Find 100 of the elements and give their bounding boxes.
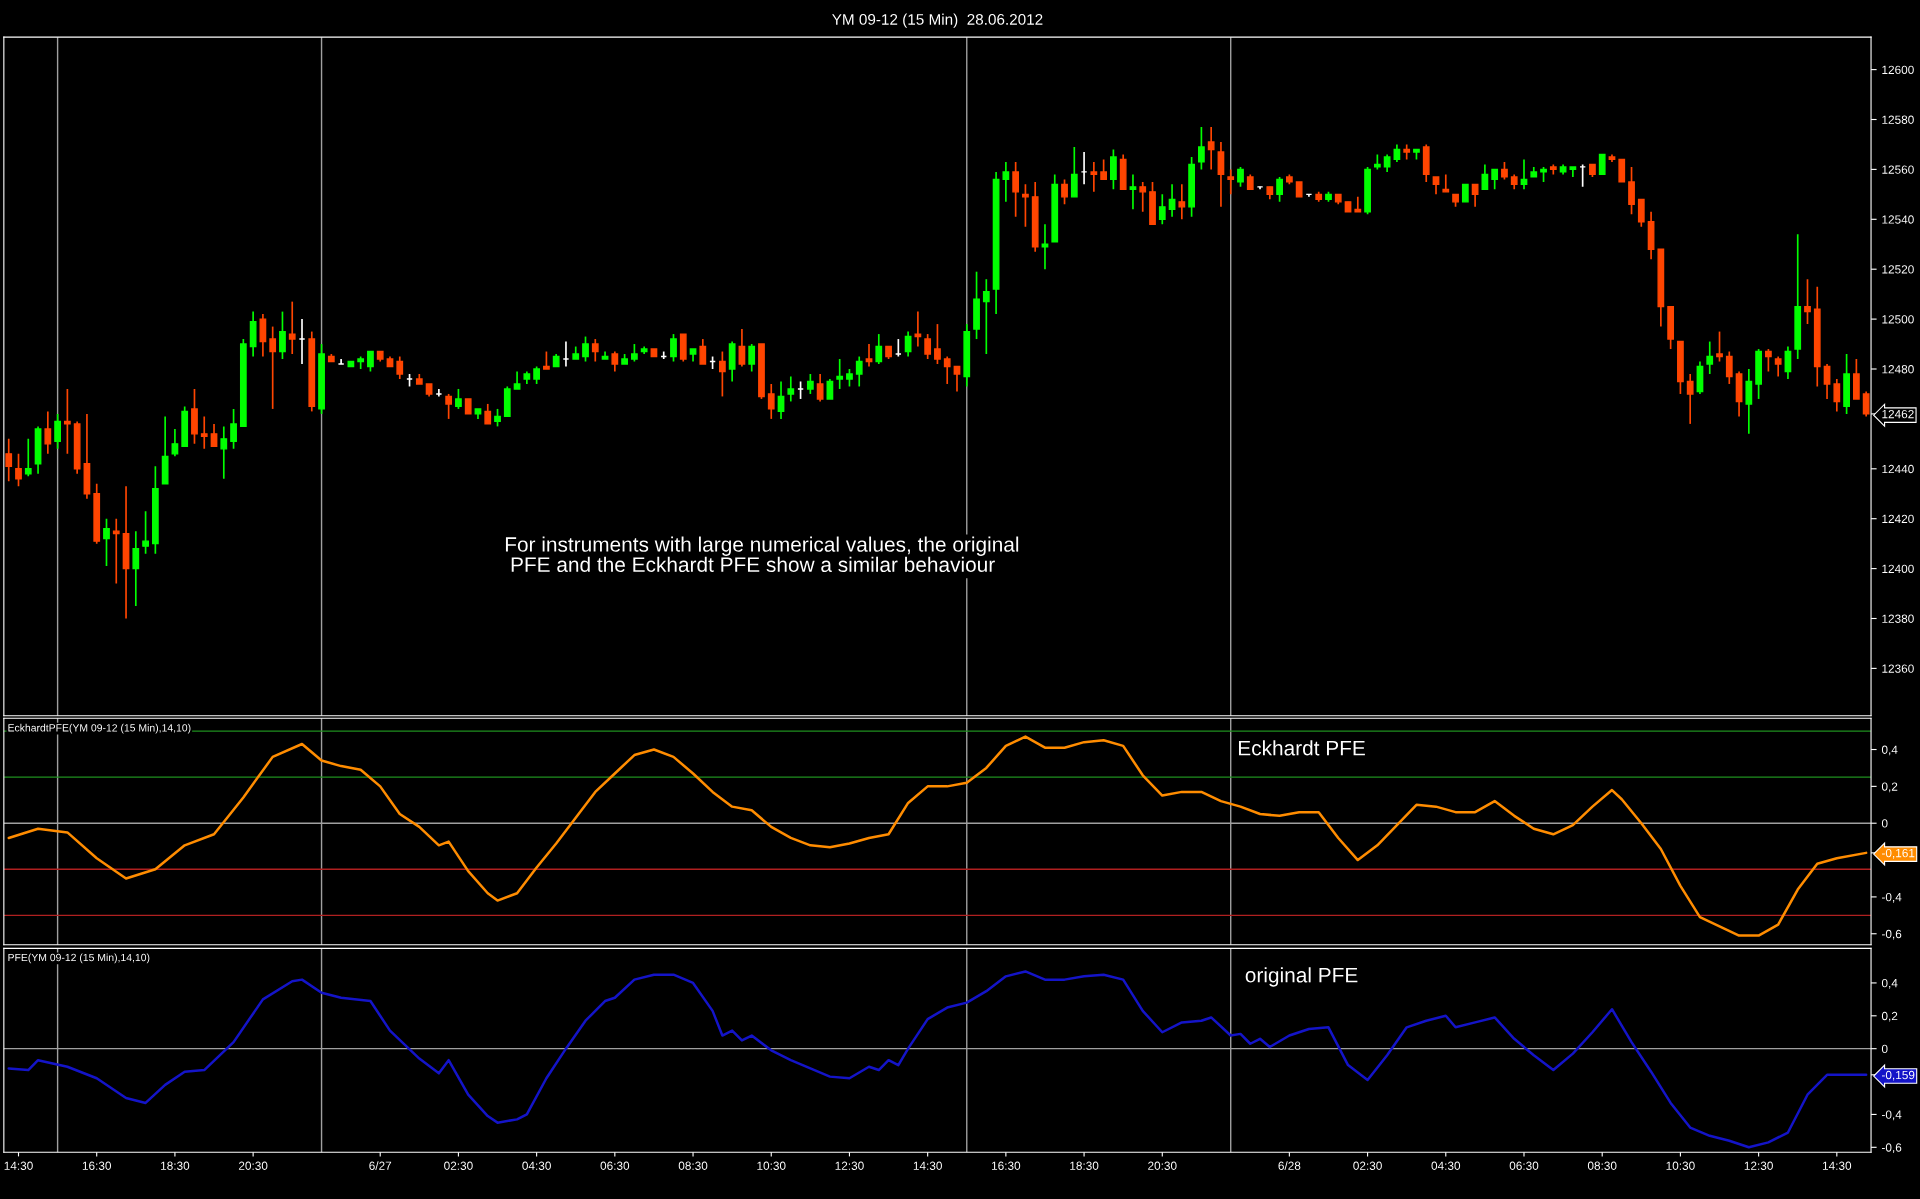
candlestick: [1686, 373, 1694, 425]
candlestick: [855, 355, 863, 388]
candlestick: [826, 378, 834, 400]
x-tick-label: 18:30: [161, 1161, 190, 1170]
y-tick-label: 12400: [1882, 564, 1914, 573]
y-tick-label: 12462: [1882, 409, 1914, 419]
candlestick: [670, 333, 677, 363]
candlestick: [259, 313, 267, 358]
candlestick: [865, 343, 873, 368]
y-tick-label: 0: [1881, 819, 1888, 828]
x-tick-label: 14:30: [913, 1161, 942, 1170]
candlestick: [924, 333, 932, 360]
candlestick: [1158, 193, 1166, 226]
candlestick: [1100, 158, 1108, 181]
candlestick: [1237, 166, 1244, 188]
candlestick: [288, 300, 296, 355]
y-tick-label: -0,6: [1881, 929, 1902, 940]
candlestick: [1442, 173, 1450, 193]
y-tick-label: 12600: [1882, 65, 1914, 74]
y-tick-label: 12560: [1882, 165, 1914, 174]
candlestick: [934, 323, 941, 365]
candlestick: [1706, 340, 1714, 375]
x-tick-label: 20:30: [238, 1161, 268, 1170]
x-tick-label: 20:30: [1148, 1161, 1177, 1170]
candlestick: [445, 393, 453, 420]
candlestick: [1090, 161, 1098, 193]
y-tick-label: -0,161: [1881, 848, 1915, 859]
y-tick-label: 0: [1881, 1044, 1888, 1054]
candlestick: [484, 403, 492, 425]
candlestick: [220, 425, 228, 480]
candlestick: [1217, 141, 1225, 208]
candlestick: [103, 517, 110, 567]
candlestick: [1745, 368, 1753, 435]
candlestick: [943, 355, 951, 385]
candlestick: [591, 338, 599, 363]
candlestick: [1765, 348, 1772, 373]
chart-title: YM 09-12 (15 Min) 28.06.2012: [832, 13, 1043, 28]
y-tick-label: 12500: [1882, 315, 1914, 324]
annotation: Eckhardt PFE: [1239, 740, 1365, 756]
candlestick: [1227, 168, 1235, 196]
candlestick: [1354, 196, 1362, 213]
y-tick-label: 12580: [1882, 115, 1914, 124]
candlestick: [1804, 278, 1811, 325]
y-tick-label: 0,2: [1881, 782, 1898, 793]
annotation: original PFE: [1245, 967, 1358, 987]
candlestick: [611, 350, 619, 373]
x-tick-label: 6/28: [1278, 1161, 1301, 1170]
x-tick-label: 06:30: [1509, 1161, 1539, 1170]
x-tick-label: 06:30: [600, 1161, 630, 1170]
candlestick: [1862, 390, 1870, 418]
candlestick: [748, 343, 756, 373]
candlestick: [699, 338, 707, 365]
candlestick: [1178, 183, 1186, 221]
candlestick: [142, 510, 149, 555]
candlestick: [171, 428, 179, 458]
candlestick: [953, 365, 961, 393]
x-tick-label: 18:30: [1070, 1161, 1099, 1170]
candlestick: [718, 350, 726, 398]
y-tick-label: -0,6: [1881, 1143, 1902, 1154]
y-tick-label: 12520: [1882, 265, 1914, 274]
x-tick-label: 10:30: [757, 1161, 786, 1170]
text: EckhardtPFE(YM 09-12 (15 Min),14,10): [8, 723, 191, 734]
candlestick: [1725, 350, 1733, 385]
candlestick: [1002, 161, 1010, 203]
candlestick: [1207, 126, 1215, 171]
candlestick: [1070, 146, 1078, 198]
candlestick: [455, 388, 462, 410]
candlestick: [1774, 355, 1782, 378]
candlestick: [367, 350, 374, 373]
x-tick-label: 6/27: [369, 1161, 392, 1170]
y-tick-label: -0,4: [1881, 1110, 1902, 1121]
candlestick: [15, 452, 22, 488]
candlestick: [1716, 330, 1723, 363]
candlestick: [1823, 363, 1831, 400]
y-tick-label: 12380: [1882, 614, 1914, 623]
y-tick-label: -0,4: [1881, 892, 1902, 903]
candlestick: [24, 438, 32, 478]
candlestick: [1637, 198, 1645, 228]
candlestick: [112, 517, 120, 585]
y-tick-label: 0,4: [1881, 745, 1898, 756]
y-tick-label: 12360: [1882, 664, 1914, 673]
candlestick: [1022, 183, 1029, 228]
candlestick: [44, 410, 52, 455]
candlestick: [1833, 378, 1841, 413]
y-tick-label: 0,4: [1881, 978, 1898, 989]
x-tick-label: 14:30: [1822, 1161, 1852, 1170]
candlestick: [5, 438, 13, 483]
candlestick: [1628, 166, 1635, 216]
y-tick-label: 12480: [1882, 365, 1914, 374]
candlestick: [54, 413, 61, 450]
y-tick-label: 0,2: [1881, 1011, 1898, 1022]
x-tick-label: 12:30: [1744, 1161, 1773, 1170]
candlestick: [1110, 148, 1117, 191]
candlestick: [875, 333, 883, 365]
candlestick: [738, 328, 746, 368]
candlestick: [982, 278, 990, 355]
candlestick: [1618, 158, 1626, 183]
x-tick-label: 10:30: [1666, 1161, 1695, 1170]
candlestick: [582, 335, 589, 363]
x-tick-label: 08:30: [678, 1161, 708, 1170]
